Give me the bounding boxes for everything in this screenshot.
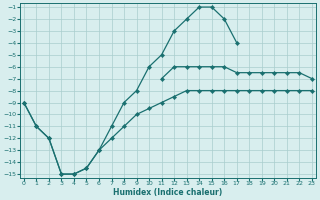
X-axis label: Humidex (Indice chaleur): Humidex (Indice chaleur) <box>113 188 222 197</box>
